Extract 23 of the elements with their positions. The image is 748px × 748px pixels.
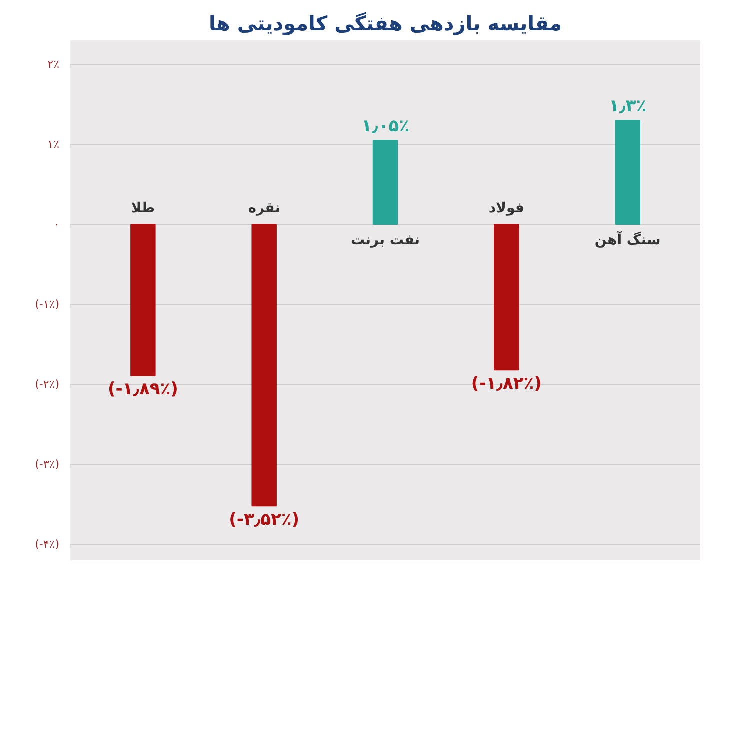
bar (252, 224, 277, 507)
chart-title: مقایسه بازدهی هفتگی کامودیتی ها (209, 12, 562, 36)
data-label: ۱٫۳٪ (609, 96, 647, 116)
x-tick-label: سنگ آهن (594, 230, 661, 248)
x-tick-label: طلا (131, 200, 156, 216)
y-tick-label: (-۱٪) (35, 298, 60, 311)
bar (615, 120, 640, 225)
x-tick-label: فولاد (488, 200, 524, 216)
data-label: (-۱٫۸۹٪) (108, 380, 178, 400)
x-tick-label: نفت برنت (350, 232, 420, 248)
data-label: ۱٫۰۵٪ (362, 116, 410, 136)
bar (372, 140, 398, 225)
y-tick-label: ۰ (54, 218, 60, 231)
bar (130, 224, 156, 376)
y-tick-label: ۱٪ (48, 138, 60, 151)
x-tick-label: نقره (248, 200, 281, 216)
data-label: (-۳٫۵۲٪) (229, 510, 300, 530)
y-tick-label: ۲٪ (48, 58, 60, 71)
data-label: (-۱٫۸۲٪) (471, 374, 542, 394)
bar (494, 224, 520, 371)
y-tick-label: (-۲٪) (35, 378, 60, 391)
y-tick-label: (-۴٪) (35, 538, 60, 551)
y-tick-label: (-۳٪) (35, 458, 60, 471)
